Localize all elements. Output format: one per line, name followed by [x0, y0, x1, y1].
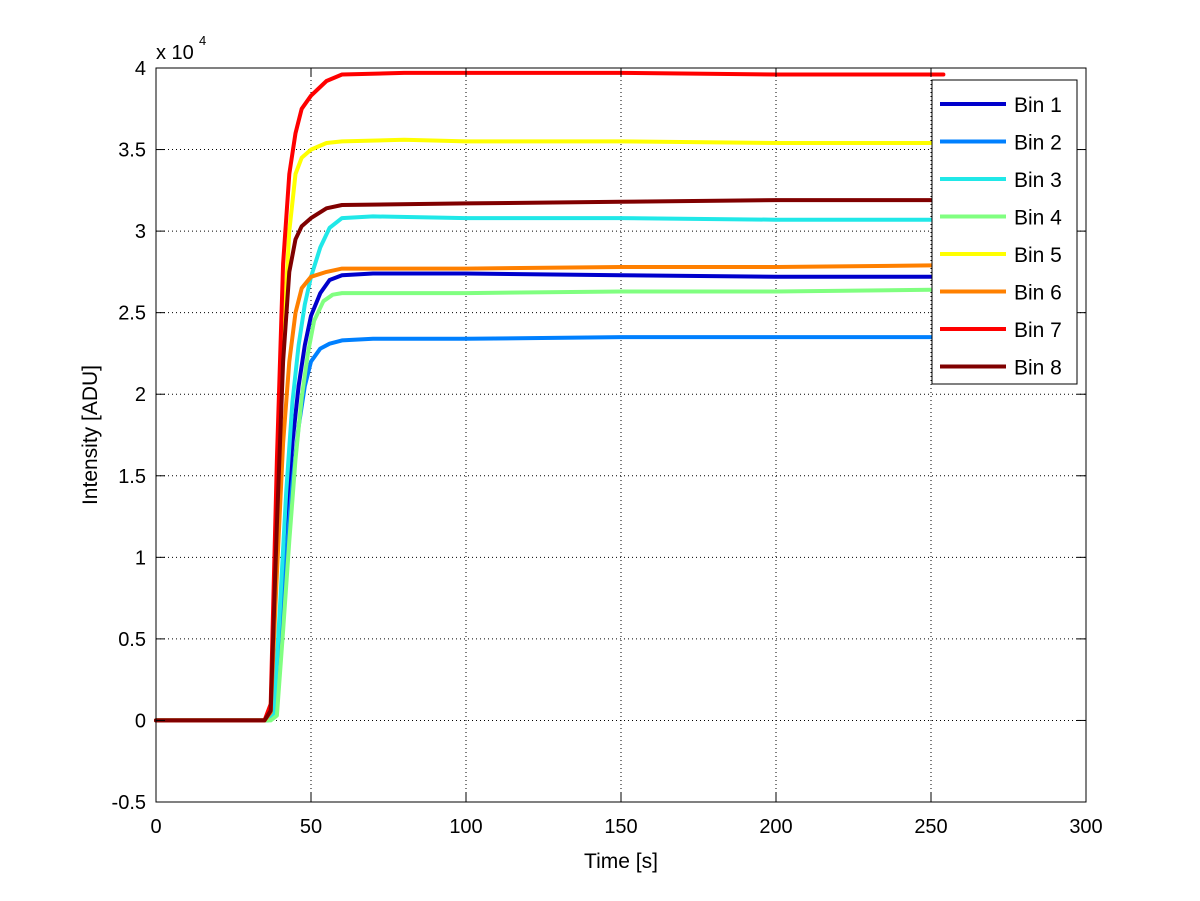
y-tick-label: 1: [135, 547, 146, 569]
x-tick-label: 0: [150, 816, 161, 838]
legend-label-bin-6: Bin 6: [1014, 282, 1062, 305]
legend-label-bin-7: Bin 7: [1014, 319, 1062, 342]
series-line-bin-4: [154, 287, 933, 723]
y-axis-multiplier: x 10: [156, 42, 194, 64]
legend-label-bin-8: Bin 8: [1014, 357, 1062, 380]
legend-label-bin-5: Bin 5: [1014, 244, 1062, 267]
legend-label-bin-1: Bin 1: [1014, 94, 1062, 117]
series-lines: [154, 70, 946, 723]
y-tick-label: 0.5: [118, 629, 146, 651]
legend-box: [931, 79, 1078, 385]
y-tick-label: 0: [135, 710, 146, 732]
legend-label-bin-2: Bin 2: [1014, 132, 1062, 155]
y-tick-label: 1.5: [118, 466, 146, 488]
x-tick-label: 100: [449, 816, 482, 838]
x-tick-label: 250: [914, 816, 947, 838]
legend: Bin 1 Bin 2 Bin 3 Bin 4 Bin 5 Bin 6 Bin 7 Bin 8: [931, 79, 1078, 385]
x-tick-label: 200: [759, 816, 792, 838]
y-tick-label: 4: [135, 58, 146, 80]
series-line-bin-8: [154, 198, 933, 723]
x-tick-label: 300: [1069, 816, 1102, 838]
grid: [156, 68, 1086, 802]
y-tick-label: -0.5: [112, 792, 146, 814]
x-axis-label: Time [s]: [584, 850, 658, 873]
y-tick-label: 3: [135, 221, 146, 243]
y-axis-label: Intensity [ADU]: [79, 365, 102, 505]
legend-items: Bin 1 Bin 2 Bin 3 Bin 4 Bin 5 Bin 6 Bin 7 Bin 8: [940, 94, 1062, 380]
y-tick-label: 2.5: [118, 303, 146, 325]
y-axis-multiplier-exponent: 4: [199, 33, 206, 48]
y-tick-label: 2: [135, 384, 146, 406]
axis-ticks: 0 50 100 150 200 250 300-0.500.511.522.533.54: [112, 58, 1103, 838]
legend-label-bin-4: Bin 4: [1014, 207, 1062, 230]
x-tick-label: 150: [604, 816, 637, 838]
y-tick-label: 3.5: [118, 140, 146, 162]
legend-label-bin-3: Bin 3: [1014, 169, 1062, 192]
x-tick-label: 50: [300, 816, 322, 838]
